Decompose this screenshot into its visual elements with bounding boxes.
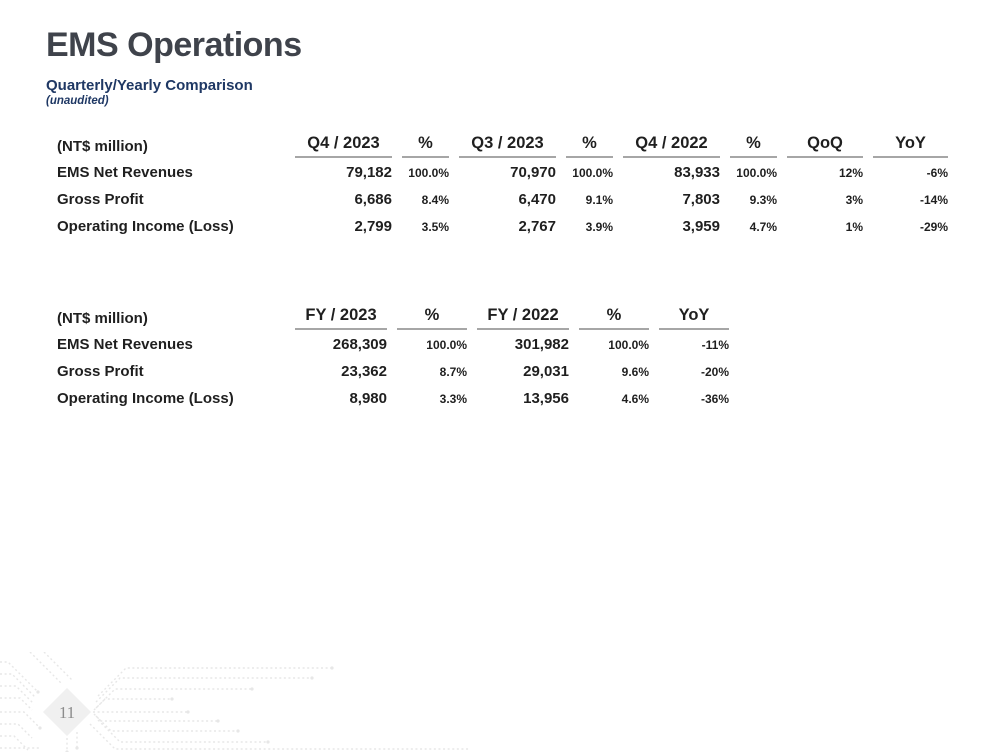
qoq-cell: 3% — [845, 193, 863, 207]
percent-cell: 3.5% — [421, 220, 449, 234]
table-row: EMS Net Revenues 79,182 100.0% 70,970 10… — [57, 158, 948, 185]
percent-cell: 4.6% — [621, 392, 649, 406]
percent-cell: 8.4% — [421, 193, 449, 207]
column-header-q3-2023: Q3 / 2023 — [459, 132, 556, 158]
qoq-cell: 12% — [838, 166, 863, 180]
percent-cell: 100.0% — [426, 338, 467, 352]
value-cell: 83,933 — [674, 164, 720, 181]
table-row: Gross Profit 23,362 8.7% 29,031 9.6% -20… — [57, 357, 729, 384]
value-cell: 8,980 — [349, 390, 387, 407]
percent-cell: 100.0% — [608, 338, 649, 352]
column-header-pct-1: % — [402, 132, 449, 158]
column-header-q4-2022: Q4 / 2022 — [623, 132, 720, 158]
yoy-cell: -11% — [701, 338, 729, 352]
table-row: Operating Income (Loss) 2,799 3.5% 2,767… — [57, 212, 948, 239]
page-number: 11 — [59, 703, 75, 722]
yearly-header-row: (NT$ million) FY / 2023 % FY / 2022 % Yo… — [57, 304, 729, 330]
value-cell: 7,803 — [682, 191, 720, 208]
row-label: EMS Net Revenues — [57, 164, 193, 181]
quarterly-header-row: (NT$ million) Q4 / 2023 % Q3 / 2023 % Q4… — [57, 132, 948, 158]
value-cell: 70,970 — [510, 164, 556, 181]
row-label: Gross Profit — [57, 363, 144, 380]
yoy-cell: -36% — [700, 392, 729, 406]
yoy-cell: -29% — [919, 220, 948, 234]
value-cell: 6,470 — [518, 191, 556, 208]
row-label: Gross Profit — [57, 191, 144, 208]
unit-label: (NT$ million) — [57, 138, 148, 155]
value-cell: 268,309 — [332, 336, 387, 353]
table-row: Operating Income (Loss) 8,980 3.3% 13,95… — [57, 384, 729, 411]
value-cell: 2,767 — [518, 218, 556, 235]
column-header-yoy: YoY — [873, 132, 948, 158]
column-header-yoy: YoY — [659, 304, 729, 330]
percent-cell: 100.0% — [408, 166, 449, 180]
column-header-pct-2: % — [566, 132, 613, 158]
value-cell: 23,362 — [341, 363, 387, 380]
column-header-pct-3: % — [730, 132, 777, 158]
column-header-fy-2022: FY / 2022 — [477, 304, 569, 330]
value-cell: 301,982 — [514, 336, 569, 353]
yearly-table: (NT$ million) FY / 2023 % FY / 2022 % Yo… — [47, 304, 739, 411]
unit-label: (NT$ million) — [57, 310, 148, 327]
row-label: EMS Net Revenues — [57, 336, 193, 353]
quarterly-table: (NT$ million) Q4 / 2023 % Q3 / 2023 % Q4… — [47, 132, 958, 239]
row-label: Operating Income (Loss) — [57, 218, 234, 235]
percent-cell: 9.3% — [749, 193, 777, 207]
value-cell: 6,686 — [354, 191, 392, 208]
percent-cell: 9.1% — [585, 193, 613, 207]
percent-cell: 4.7% — [749, 220, 777, 234]
value-cell: 3,959 — [682, 218, 720, 235]
percent-cell: 9.6% — [621, 365, 649, 379]
yoy-cell: -14% — [919, 193, 948, 207]
page-title: EMS Operations — [46, 26, 302, 64]
column-header-fy-2023: FY / 2023 — [295, 304, 387, 330]
percent-cell: 8.7% — [439, 365, 467, 379]
slide-subtitle: Quarterly/Yearly Comparison — [46, 77, 253, 94]
page-number-badge — [43, 688, 91, 736]
percent-cell: 3.3% — [439, 392, 467, 406]
value-cell: 13,956 — [523, 390, 569, 407]
value-cell: 29,031 — [523, 363, 569, 380]
row-label: Operating Income (Loss) — [57, 390, 234, 407]
yoy-cell: -6% — [926, 166, 948, 180]
percent-cell: 100.0% — [572, 166, 613, 180]
table-row: Gross Profit 6,686 8.4% 6,470 9.1% 7,803… — [57, 185, 948, 212]
column-header-pct-1: % — [397, 304, 467, 330]
yoy-cell: -20% — [700, 365, 729, 379]
column-header-q4-2023: Q4 / 2023 — [295, 132, 392, 158]
value-cell: 79,182 — [346, 164, 392, 181]
column-header-pct-2: % — [579, 304, 649, 330]
table-row: EMS Net Revenues 268,309 100.0% 301,982 … — [57, 330, 729, 357]
circuit-decoration: 11 — [0, 652, 470, 752]
percent-cell: 100.0% — [736, 166, 777, 180]
percent-cell: 3.9% — [585, 220, 613, 234]
value-cell: 2,799 — [354, 218, 392, 235]
unaudited-note: (unaudited) — [46, 95, 109, 107]
qoq-cell: 1% — [845, 220, 863, 234]
column-header-qoq: QoQ — [787, 132, 863, 158]
